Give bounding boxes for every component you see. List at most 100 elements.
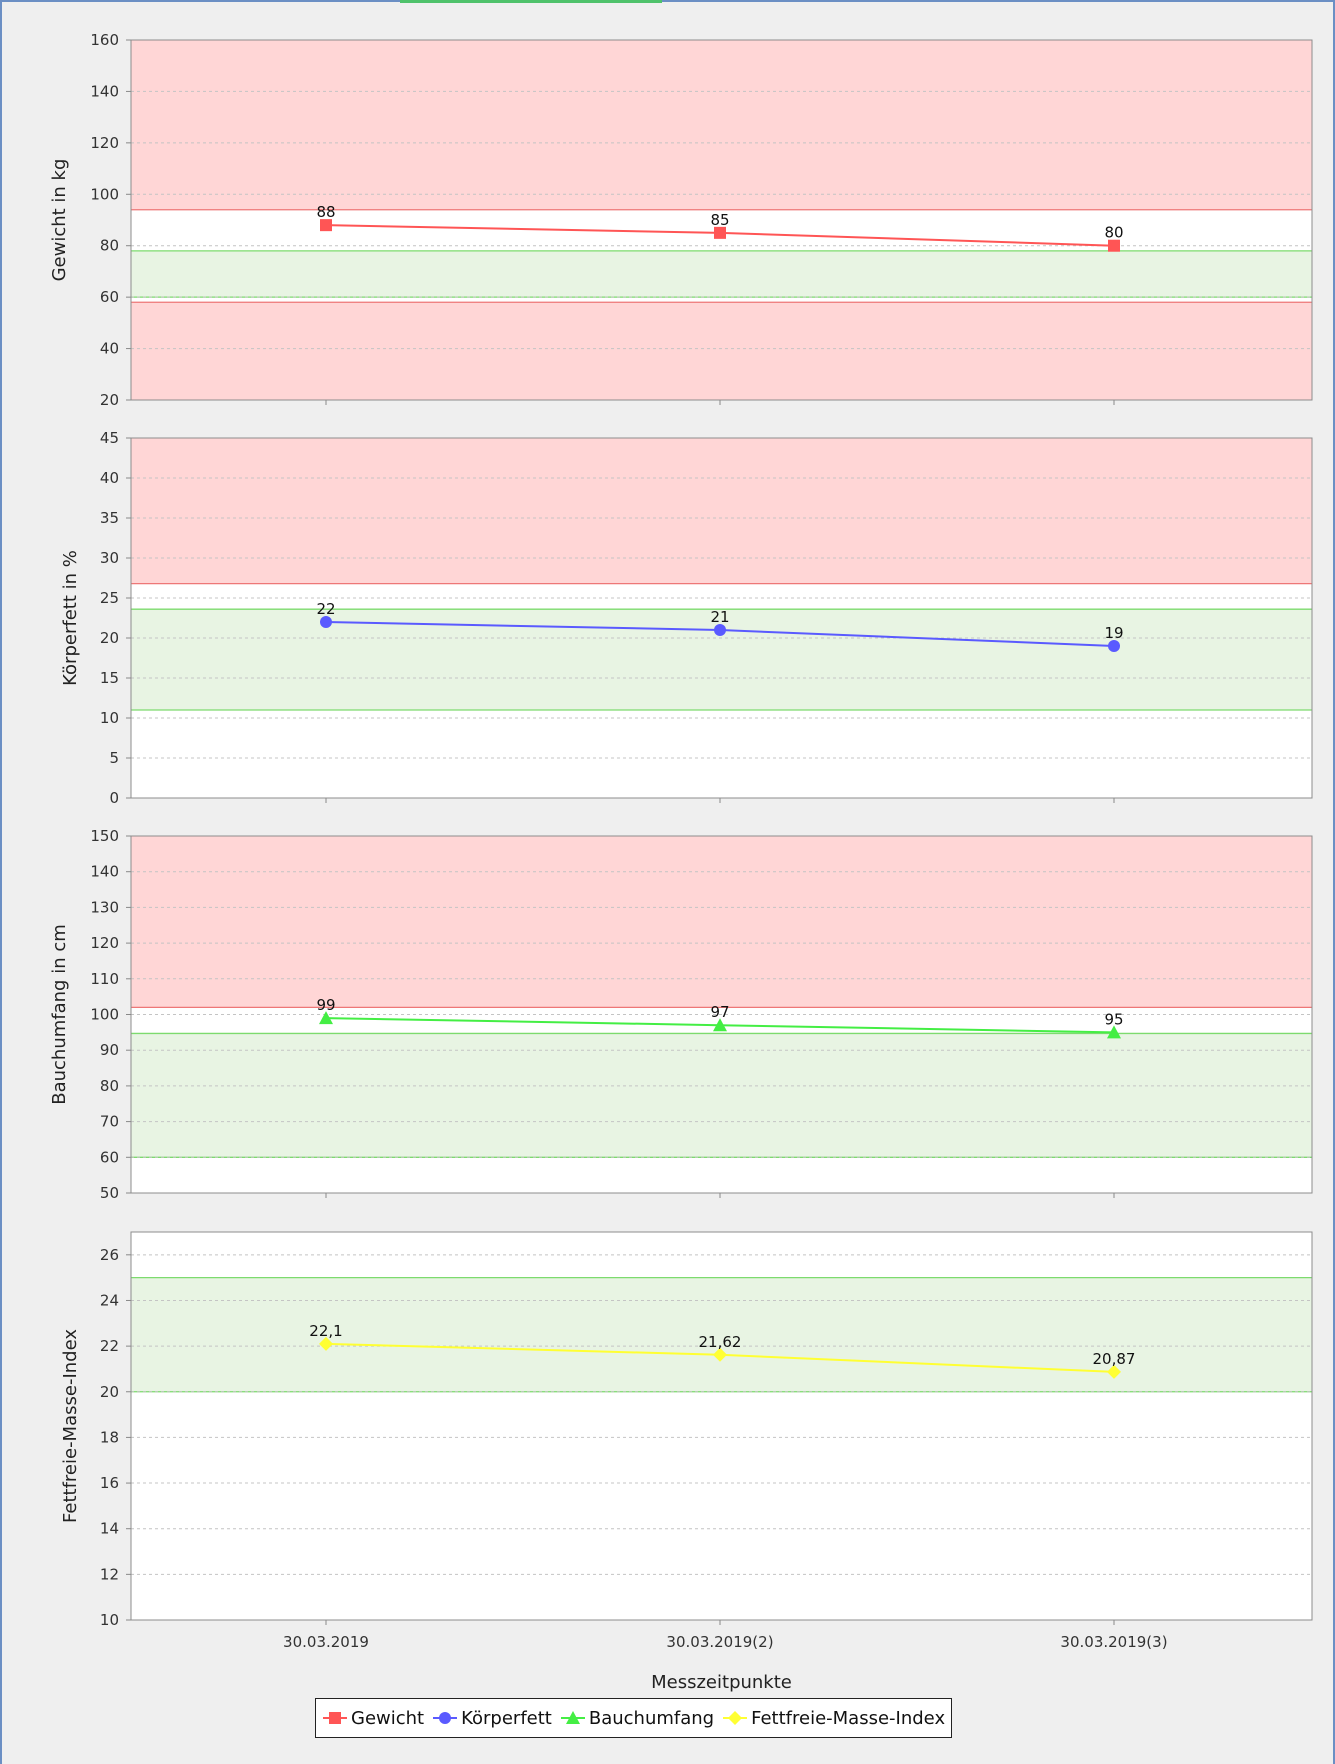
x-tick-label: 30.03.2019(2) xyxy=(666,1633,773,1651)
y-tick-label: 60 xyxy=(100,1148,119,1166)
y-axis-title: Körperfett in % xyxy=(60,550,81,686)
data-point xyxy=(1107,1025,1121,1039)
y-tick-label: 120 xyxy=(90,934,119,952)
data-point xyxy=(714,226,726,239)
data-label: 22,1 xyxy=(309,1322,342,1340)
y-tick-label: 80 xyxy=(100,237,119,255)
range-band xyxy=(131,836,1312,1008)
panel-1: 20 40 60 80 100 120 140 160 Gewicht in kg 88 85 80 xyxy=(49,31,1313,409)
data-point xyxy=(319,1336,333,1351)
y-tick-label: 110 xyxy=(90,970,119,988)
legend-label: Körperfett xyxy=(461,1707,552,1729)
data-point xyxy=(713,1018,727,1032)
data-label: 20,87 xyxy=(1093,1350,1136,1368)
plot-border xyxy=(130,835,1313,1194)
legend-swatch xyxy=(433,1712,458,1724)
y-tick-label: 12 xyxy=(100,1565,119,1583)
panel-2: 0 5 10 15 20 25 30 35 40 45 Körperfett in % 22 21 19 xyxy=(60,429,1313,807)
y-tick-label: 20 xyxy=(100,1383,119,1401)
y-tick-label: 25 xyxy=(100,589,119,607)
range-band xyxy=(131,1033,1312,1158)
plot-border xyxy=(130,437,1313,799)
y-tick-label: 14 xyxy=(100,1520,119,1538)
legend-marker xyxy=(728,1711,743,1725)
panel-4: 10 12 14 16 18 20 22 24 26 Fettfreie-Masse-Index 2… xyxy=(60,1231,1313,1629)
y-tick-label: 10 xyxy=(100,709,119,727)
plot-border xyxy=(130,39,1313,401)
legend-item: Fettfreie-Masse-Index xyxy=(722,1708,945,1729)
y-tick-label: 150 xyxy=(90,827,119,845)
data-point xyxy=(1108,640,1120,652)
legend-label: Gewicht xyxy=(351,1707,425,1729)
y-tick-label: 120 xyxy=(90,134,119,152)
data-label: 95 xyxy=(1104,1010,1123,1028)
y-tick-label: 100 xyxy=(90,1006,119,1024)
data-label: 19 xyxy=(1104,624,1123,642)
data-label: 21,62 xyxy=(699,1333,742,1351)
y-tick-label: 15 xyxy=(100,669,119,687)
y-axis-title: Fettfreie-Masse-Index xyxy=(60,1329,81,1523)
y-tick-label: 140 xyxy=(90,863,119,881)
y-tick-label: 30 xyxy=(100,549,119,567)
y-tick-label: 50 xyxy=(100,1184,119,1202)
data-point xyxy=(713,1347,727,1362)
data-point xyxy=(320,219,332,232)
y-tick-label: 40 xyxy=(100,469,119,487)
data-point xyxy=(1108,239,1120,252)
legend-label: Bauchumfang xyxy=(588,1707,715,1729)
y-tick-label: 40 xyxy=(100,340,119,358)
range-band xyxy=(131,40,1312,210)
y-tick-label: 90 xyxy=(100,1041,119,1059)
legend-marker xyxy=(565,1711,580,1724)
data-label: 85 xyxy=(710,211,729,229)
y-tick-label: 20 xyxy=(100,629,119,647)
legend-swatch xyxy=(723,1711,748,1725)
legend-item: Bauchumfang xyxy=(560,1708,714,1729)
x-tick-label: 30.03.2019(3) xyxy=(1060,1633,1167,1651)
y-tick-label: 45 xyxy=(100,429,119,447)
legend-item: Gewicht xyxy=(322,1708,424,1729)
data-point xyxy=(1107,1364,1121,1379)
y-tick-label: 5 xyxy=(109,749,119,767)
y-tick-label: 70 xyxy=(100,1113,119,1131)
y-tick-label: 24 xyxy=(100,1291,119,1309)
data-point xyxy=(714,624,726,636)
y-tick-label: 160 xyxy=(90,31,119,49)
y-tick-label: 80 xyxy=(100,1077,119,1095)
legend-label: Fettfreie-Masse-Index xyxy=(751,1707,946,1729)
data-label: 21 xyxy=(710,608,729,626)
y-tick-label: 18 xyxy=(100,1428,119,1446)
data-point xyxy=(319,1011,333,1025)
y-tick-label: 130 xyxy=(90,898,119,916)
data-label: 99 xyxy=(316,996,335,1014)
data-label: 97 xyxy=(710,1003,729,1021)
data-point xyxy=(320,616,332,628)
y-tick-label: 35 xyxy=(100,509,119,527)
y-tick-label: 10 xyxy=(100,1611,119,1629)
x-axis-title: Messzeitpunkte xyxy=(651,1672,792,1693)
y-tick-label: 26 xyxy=(100,1246,119,1264)
legend-swatch xyxy=(560,1711,585,1724)
panel-3: 50 60 70 80 90 100 110 120 130 140 150 Bauchumfang … xyxy=(49,827,1313,1202)
y-tick-label: 100 xyxy=(90,185,119,203)
data-label: 80 xyxy=(1104,224,1123,242)
active-tab-indicator[interactable] xyxy=(400,0,662,3)
legend-item: Körperfett xyxy=(432,1708,552,1729)
legend-marker xyxy=(439,1712,452,1724)
y-axis-title: Gewicht in kg xyxy=(49,159,70,282)
range-band xyxy=(131,250,1312,298)
data-label: 88 xyxy=(316,203,335,221)
plot-border xyxy=(130,1231,1313,1621)
legend-marker xyxy=(329,1712,341,1724)
y-tick-label: 16 xyxy=(100,1474,119,1492)
y-tick-label: 140 xyxy=(90,82,119,100)
y-axis-title: Bauchumfang in cm xyxy=(49,924,70,1105)
y-tick-label: 20 xyxy=(100,391,119,409)
x-tick-label: 30.03.2019 xyxy=(283,1633,369,1651)
y-tick-label: 0 xyxy=(109,789,119,807)
data-label: 22 xyxy=(316,600,335,618)
y-tick-label: 22 xyxy=(100,1337,119,1355)
chart-legend: Gewicht Körperfett Bauchumfang Fettfreie-Ma… xyxy=(315,1698,953,1738)
y-tick-label: 60 xyxy=(100,288,119,306)
